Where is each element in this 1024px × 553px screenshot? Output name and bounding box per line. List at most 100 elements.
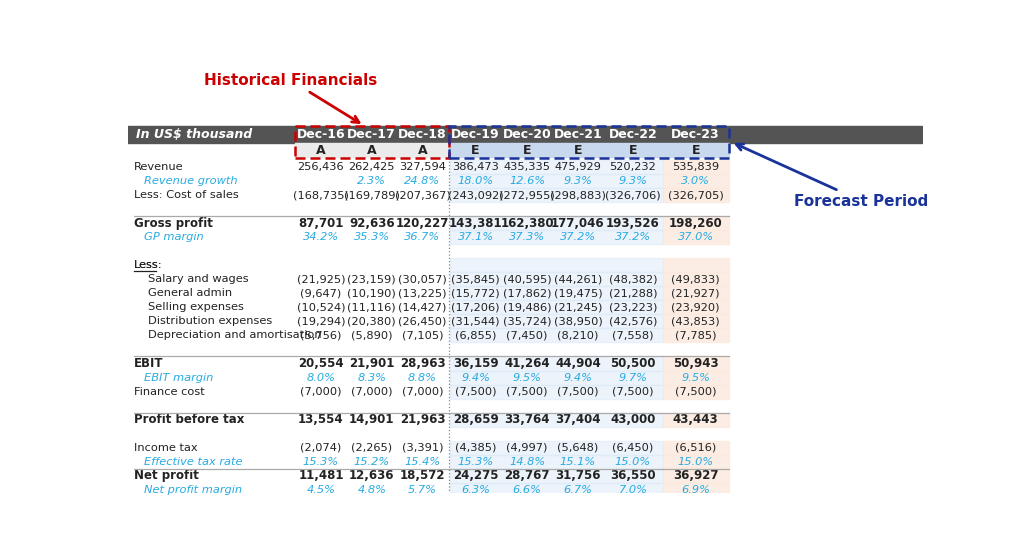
Text: (10,524): (10,524) [297,302,345,312]
Text: Dec-17: Dec-17 [347,128,396,142]
Text: 87,701: 87,701 [298,217,344,230]
Text: E: E [691,144,700,157]
Text: (7,000): (7,000) [300,387,342,397]
Text: (207,367): (207,367) [394,190,451,200]
Text: 475,929: 475,929 [554,163,601,173]
Text: 4.8%: 4.8% [357,484,386,494]
Text: 8.8%: 8.8% [408,373,437,383]
Text: E: E [471,144,480,157]
Text: A: A [316,144,326,157]
Text: 11,481: 11,481 [298,469,344,482]
Text: 37.2%: 37.2% [560,232,596,242]
Text: In US$ thousand: In US$ thousand [136,128,252,142]
Bar [449,126,729,158]
Text: (326,705): (326,705) [668,190,724,200]
Text: 2.3%: 2.3% [357,176,386,186]
Text: EBIT margin: EBIT margin [143,373,213,383]
Text: Gross profit: Gross profit [134,217,213,230]
Text: 327,594: 327,594 [399,163,445,173]
Text: (49,833): (49,833) [672,274,720,284]
Text: (48,382): (48,382) [608,274,657,284]
Text: (7,785): (7,785) [675,331,717,341]
Text: 44,904: 44,904 [555,357,601,370]
Text: 15.0%: 15.0% [678,457,714,467]
Text: Dec-20: Dec-20 [503,128,552,142]
Text: 31,756: 31,756 [555,469,601,482]
Text: EBIT: EBIT [134,357,164,370]
Text: (169,789): (169,789) [344,190,399,200]
Text: Finance cost: Finance cost [134,387,205,397]
Text: 193,526: 193,526 [606,217,659,230]
Text: Dec-21: Dec-21 [554,128,602,142]
Text: (14,427): (14,427) [398,302,446,312]
Text: 28,767: 28,767 [505,469,550,482]
Text: (7,105): (7,105) [401,331,443,341]
Text: Revenue: Revenue [134,163,184,173]
Text: 6.3%: 6.3% [461,484,490,494]
Text: (23,159): (23,159) [347,274,396,284]
Text: (21,925): (21,925) [297,274,345,284]
Text: (7,000): (7,000) [351,387,392,397]
Text: (40,595): (40,595) [503,274,552,284]
Text: 37,404: 37,404 [555,413,601,426]
Text: Dec-22: Dec-22 [608,128,657,142]
Text: GP margin: GP margin [143,232,203,242]
Text: 256,436: 256,436 [298,163,344,173]
Text: (272,955): (272,955) [500,190,555,200]
Text: 43,443: 43,443 [673,413,719,426]
Text: (5,648): (5,648) [557,442,598,452]
Text: 9.5%: 9.5% [681,373,710,383]
Text: 15.3%: 15.3% [303,457,339,467]
Text: 28,659: 28,659 [453,413,499,426]
Text: 15.0%: 15.0% [614,457,651,467]
Text: Forecast Period: Forecast Period [736,144,929,208]
Text: 5.7%: 5.7% [408,484,437,494]
Text: (326,706): (326,706) [605,190,660,200]
Text: Net profit: Net profit [134,469,199,482]
Text: 520,232: 520,232 [609,163,656,173]
Text: 8.3%: 8.3% [357,373,386,383]
Text: 177,046: 177,046 [551,217,605,230]
Text: Less:: Less: [134,260,163,270]
Text: 50,500: 50,500 [610,357,655,370]
Text: (15,772): (15,772) [452,289,500,299]
Text: 143,381: 143,381 [449,217,503,230]
Text: (35,724): (35,724) [503,316,551,326]
Text: Salary and wages: Salary and wages [148,274,249,284]
Text: E: E [629,144,637,157]
Text: 24,275: 24,275 [453,469,499,482]
Text: (35,845): (35,845) [452,274,500,284]
Text: (10,190): (10,190) [347,289,396,299]
Text: Dec-16: Dec-16 [297,128,345,142]
Text: (13,225): (13,225) [398,289,446,299]
Text: 15.4%: 15.4% [404,457,440,467]
Text: (4,385): (4,385) [455,442,497,452]
Text: 36.7%: 36.7% [404,232,440,242]
Text: 12.6%: 12.6% [509,176,545,186]
Text: 50,943: 50,943 [673,357,719,370]
Text: (7,500): (7,500) [557,387,599,397]
Text: (17,862): (17,862) [503,289,551,299]
Text: 9.7%: 9.7% [618,373,647,383]
Text: (7,500): (7,500) [612,387,653,397]
Text: (21,288): (21,288) [608,289,657,299]
Text: (23,920): (23,920) [672,302,720,312]
Text: 41,264: 41,264 [504,357,550,370]
Text: General admin: General admin [148,289,232,299]
Text: E: E [573,144,582,157]
Text: 435,335: 435,335 [504,163,551,173]
Text: (6,450): (6,450) [612,442,653,452]
Text: 9.3%: 9.3% [618,176,647,186]
Text: 35.3%: 35.3% [353,232,390,242]
Text: 262,425: 262,425 [348,163,395,173]
Text: E: E [523,144,531,157]
Text: Profit before tax: Profit before tax [134,413,245,426]
Text: 18,572: 18,572 [399,469,445,482]
Text: Net profit margin: Net profit margin [143,484,242,494]
Text: A: A [418,144,427,157]
Text: 43,000: 43,000 [610,413,655,426]
Text: Depreciation and amortisation: Depreciation and amortisation [148,331,322,341]
Text: (6,516): (6,516) [675,442,717,452]
Text: (7,558): (7,558) [612,331,653,341]
Text: 37.1%: 37.1% [458,232,494,242]
